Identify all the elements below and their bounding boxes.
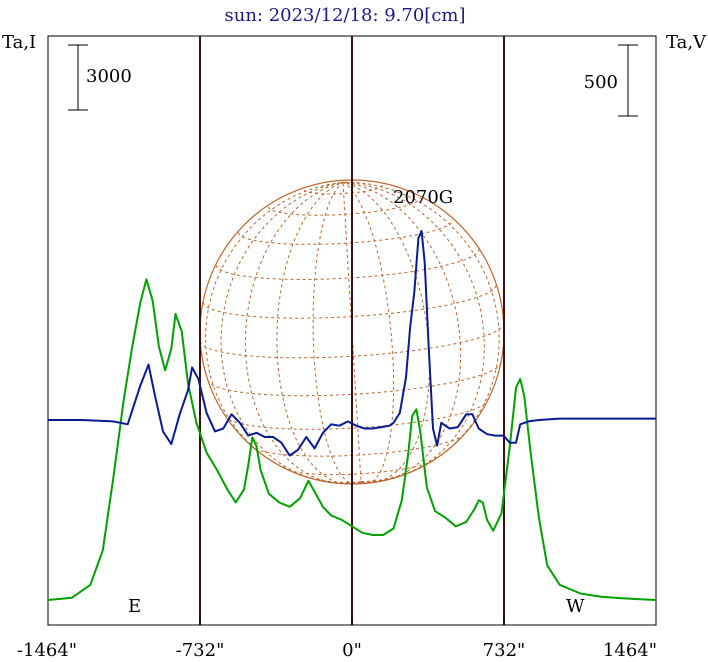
- longitude-line: [276, 181, 362, 485]
- left-scale-bar: 3000: [68, 44, 132, 111]
- latitude-line: [199, 322, 505, 359]
- latitude-line: [237, 219, 454, 245]
- longitude-line: [342, 181, 485, 483]
- east-limb-label: E: [128, 596, 141, 617]
- west-limb-label: W: [566, 596, 585, 617]
- longitude-line: [205, 181, 362, 484]
- x-tick-label: 732": [483, 640, 526, 661]
- series-line-stokes-i: [47, 278, 657, 601]
- left-scale-label: 3000: [86, 66, 132, 87]
- x-tick-label: 0": [342, 640, 362, 661]
- latitude-line: [215, 249, 480, 281]
- series-layer: [47, 230, 657, 601]
- longitude-line: [244, 181, 362, 485]
- longitude-line: [342, 181, 395, 484]
- annotation-2070g: 2070G: [393, 187, 453, 208]
- right-scale-bar: 500: [584, 44, 638, 117]
- longitude-line: [220, 181, 362, 484]
- limb-lines: [199, 36, 505, 625]
- latitude-line: [320, 474, 401, 484]
- solar-disk-grid: [199, 179, 505, 485]
- x-axis: -1464" -732" 0" 732" 1464": [17, 619, 657, 661]
- x-tick-label: -732": [176, 640, 225, 661]
- longitude-line: [342, 182, 362, 484]
- series-line-stokes-v: [48, 230, 656, 457]
- chart-title: sun: 2023/12/18: 9.70[cm]: [224, 5, 465, 26]
- right-scale-label: 500: [584, 72, 618, 93]
- x-tick-label: -1464": [17, 640, 77, 661]
- longitude-line: [342, 181, 462, 483]
- longitude-line: [312, 181, 362, 485]
- right-axis-label: Ta,V: [666, 32, 707, 53]
- x-tick-label: 1464": [603, 640, 657, 661]
- longitude-line: [342, 181, 500, 483]
- left-axis-label: Ta,I: [2, 32, 36, 53]
